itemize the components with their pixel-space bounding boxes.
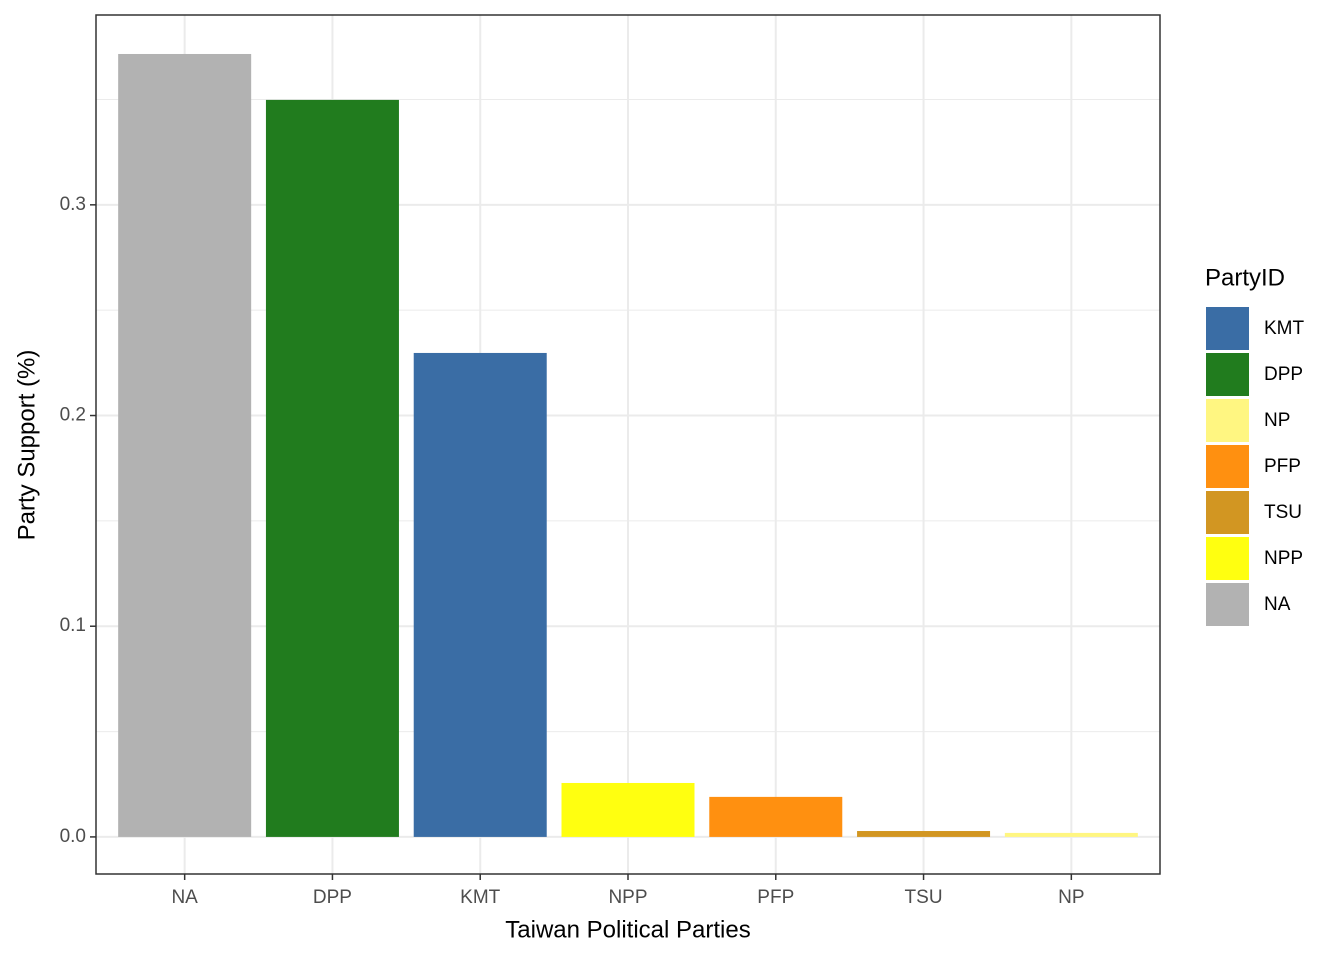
bar (561, 782, 695, 837)
x-tick-label: PFP (757, 887, 794, 908)
legend-label: NP (1264, 410, 1290, 431)
y-axis-title: Party Support (%) (13, 350, 40, 541)
legend-label: NPP (1264, 548, 1303, 569)
y-tick-label: 0.3 (60, 194, 86, 215)
x-tick-label: DPP (313, 887, 352, 908)
x-tick-label: NA (171, 887, 198, 908)
legend-label: TSU (1264, 502, 1302, 523)
x-tick-label: TSU (905, 887, 943, 908)
x-tick-label: KMT (460, 887, 501, 908)
plot-border (95, 14, 1161, 875)
bar (413, 352, 547, 837)
bar (265, 99, 399, 837)
legend-label: PFP (1264, 456, 1301, 477)
bar (709, 796, 843, 837)
legend-key (1206, 353, 1249, 396)
bar (857, 831, 991, 837)
x-axis-title: Taiwan Political Parties (505, 916, 750, 943)
x-tick-label: NPP (608, 887, 647, 908)
legend-key (1206, 445, 1249, 488)
legend-key (1206, 491, 1249, 534)
y-tick-label: 0.2 (60, 405, 86, 426)
legend-title: PartyID (1205, 264, 1285, 291)
legend-label: DPP (1264, 364, 1303, 385)
x-tick-label: NP (1058, 887, 1084, 908)
legend-key (1206, 399, 1249, 442)
legend-key (1206, 307, 1249, 350)
y-tick-label: 0.0 (60, 826, 86, 847)
legend-key (1206, 537, 1249, 580)
legend-key (1206, 583, 1249, 626)
y-tick-label: 0.1 (60, 615, 86, 636)
bar (118, 53, 252, 837)
legend-label: NA (1264, 594, 1291, 615)
legend-label: KMT (1264, 318, 1305, 339)
bar (1004, 832, 1138, 837)
